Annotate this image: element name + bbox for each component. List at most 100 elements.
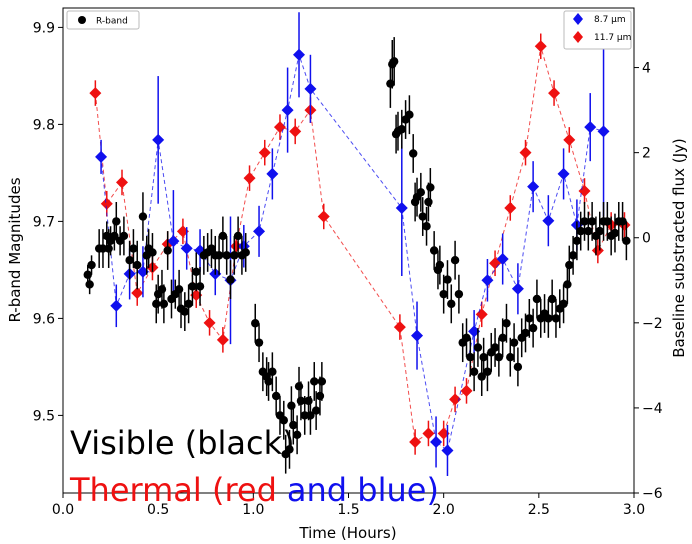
point-rband: [479, 353, 488, 362]
point-rband: [622, 236, 631, 245]
point-band117: [393, 321, 406, 334]
point-rband: [317, 377, 327, 386]
point-rband: [544, 314, 553, 323]
point-rband: [525, 314, 534, 323]
y-left-tick-label: 9.9: [33, 20, 55, 36]
point-rband: [618, 217, 627, 226]
point-rband: [306, 411, 315, 420]
y-right-tick-label: −2: [642, 316, 663, 332]
point-rband: [125, 256, 134, 265]
point-band87: [167, 235, 180, 248]
point-rband: [547, 294, 557, 304]
point-rband: [502, 319, 511, 328]
legend-marker-rband: [78, 16, 86, 24]
point-rband: [233, 231, 243, 241]
point-rband: [513, 362, 523, 372]
y-axis-left: 9.5 9.6 9.7 9.8 9.9: [33, 20, 63, 424]
point-band117: [243, 172, 256, 185]
point-rband: [226, 275, 235, 284]
point-rband: [163, 246, 172, 255]
point-rband: [157, 285, 167, 294]
point-band117: [230, 240, 243, 253]
y-right-tick-label: −4: [642, 401, 663, 417]
point-rband: [174, 285, 184, 294]
point-band87: [511, 282, 524, 295]
point-rband: [397, 125, 406, 134]
point-rband: [551, 314, 561, 323]
point-rband: [214, 251, 224, 260]
legend-marker-87: [573, 13, 583, 25]
point-rband: [422, 222, 431, 231]
point-band117: [449, 393, 462, 406]
x-tick-label: 0.0: [52, 502, 74, 518]
point-rband: [241, 248, 250, 257]
point-rband: [195, 282, 205, 291]
point-rband: [450, 256, 460, 265]
point-band87: [293, 48, 306, 61]
y-right-tick-label: 0: [642, 231, 651, 247]
point-band117: [176, 225, 189, 238]
point-rband: [435, 260, 445, 270]
point-rband: [426, 183, 435, 192]
point-rband: [473, 343, 483, 352]
legend-label-87: 8.7 μm: [594, 15, 626, 25]
point-rband: [152, 299, 161, 309]
point-rband: [576, 226, 585, 236]
point-band117: [131, 287, 144, 300]
point-rband: [148, 248, 157, 257]
point-rband: [285, 445, 294, 454]
point-rband: [568, 251, 578, 260]
point-band87: [597, 125, 610, 138]
y-left-tick-label: 9.5: [33, 408, 55, 424]
point-band87: [430, 435, 443, 448]
point-rband: [83, 270, 92, 279]
x-tick-label: 2.0: [433, 502, 455, 518]
y-right-tick-label: −6: [642, 486, 663, 502]
point-band117: [258, 146, 271, 159]
legend-left-frame: [66, 10, 140, 30]
point-rband: [268, 367, 277, 376]
point-rband: [85, 280, 94, 289]
point-rband: [311, 406, 321, 415]
point-rband: [559, 299, 568, 309]
point-rband: [119, 231, 129, 241]
point-band87: [180, 242, 193, 255]
y-right-tick-label: 2: [642, 146, 651, 162]
annotation-thermal-red: Thermal (red: [69, 471, 277, 509]
y-left-tick-label: 9.6: [33, 311, 55, 327]
point-band117: [422, 427, 435, 440]
point-rband: [580, 217, 589, 226]
point-rband: [192, 267, 201, 277]
series-line-band87: [100, 52, 604, 452]
point-band87: [542, 214, 555, 227]
x-tick-label: 2.5: [528, 502, 550, 518]
point-rband: [416, 188, 426, 197]
point-rband: [565, 260, 574, 270]
legend-label-rband: R-band: [96, 17, 128, 27]
point-rband: [292, 430, 302, 439]
point-band117: [519, 146, 532, 159]
point-band87: [304, 82, 317, 95]
point-rband: [447, 299, 456, 309]
point-rband: [188, 282, 197, 291]
point-rband: [279, 416, 288, 425]
x-axis-label: Time (Hours): [298, 524, 396, 542]
point-rband: [462, 333, 471, 342]
point-band117: [89, 87, 102, 100]
point-rband: [133, 260, 142, 270]
point-band117: [504, 201, 517, 214]
point-rband: [532, 294, 542, 304]
point-rband: [584, 226, 593, 236]
y-axis-right-label: Baseline substracted flux (Jy): [670, 138, 688, 358]
point-rband: [483, 367, 492, 376]
legend-right: 8.7 μm 11.7 μm: [563, 10, 632, 50]
point-band117: [475, 308, 488, 321]
point-rband: [251, 319, 260, 328]
point-band87: [496, 253, 509, 266]
point-rband: [112, 217, 121, 226]
point-rband: [454, 289, 464, 299]
point-band87: [110, 299, 123, 312]
point-rband: [595, 226, 604, 236]
point-band87: [468, 325, 481, 338]
